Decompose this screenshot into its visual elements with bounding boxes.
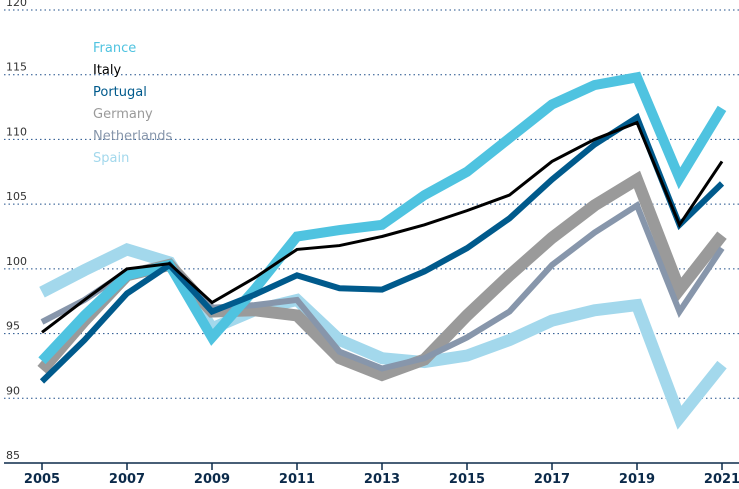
legend-label: Portugal: [93, 85, 147, 100]
legend-label: France: [93, 41, 136, 56]
line: [41, 120, 724, 334]
x-tick-label: 2021: [704, 472, 739, 487]
y-tick-label: 85: [6, 449, 20, 462]
y-tick-label: 115: [6, 61, 27, 74]
y-tick-label: 110: [6, 125, 27, 138]
x-tick-label: 2017: [534, 472, 570, 487]
line: [38, 71, 727, 365]
x-tick-label: 2011: [279, 472, 315, 487]
legend-label: Germany: [93, 107, 153, 122]
x-tick-label: 2019: [619, 472, 655, 487]
x-tick-label: 2005: [24, 472, 60, 487]
y-tick-label: 105: [6, 190, 27, 203]
y-tick-label: 100: [6, 255, 27, 268]
x-tick-label: 2009: [194, 472, 230, 487]
x-tick-label: 2015: [449, 472, 485, 487]
x-tick-label: 2007: [109, 472, 145, 487]
y-tick-label: 90: [6, 384, 20, 397]
legend-label: Spain: [93, 151, 129, 166]
line: [39, 243, 727, 430]
line: [39, 112, 725, 384]
x-tick-label: 2013: [364, 472, 400, 487]
y-tick-label: 120: [6, 0, 27, 9]
y-tick-label: 95: [6, 320, 20, 333]
line: [37, 170, 727, 382]
legend-label: Italy: [93, 63, 122, 78]
legend-label: Netherlands: [93, 129, 172, 144]
